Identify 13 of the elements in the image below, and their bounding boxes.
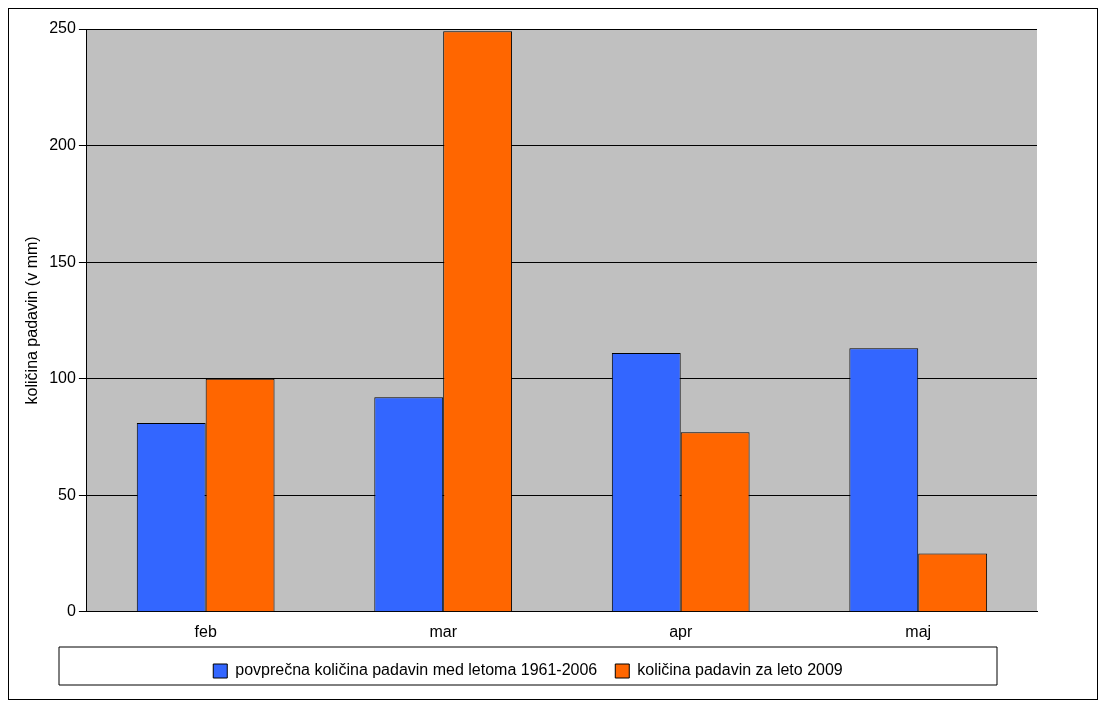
legend-label: količina padavin za leto 2009 (637, 661, 843, 679)
x-tick-label: feb (194, 622, 217, 640)
y-tick-label: 50 (58, 485, 76, 503)
x-tick-label: mar (429, 622, 458, 640)
x-tick-label: apr (669, 622, 693, 640)
y-tick-label: 100 (49, 369, 76, 387)
y-tick-label: 200 (49, 135, 76, 153)
y-tick-label: 250 (49, 19, 76, 37)
y-tick-label: 150 (49, 252, 76, 270)
x-tick-label: maj (905, 622, 932, 640)
legend-label: povprečna količina padavin med letoma 1961-2006 (235, 661, 598, 679)
y-axis-title: količina padavin (v mm) (23, 236, 41, 405)
y-tick-label: 0 (66, 602, 76, 620)
